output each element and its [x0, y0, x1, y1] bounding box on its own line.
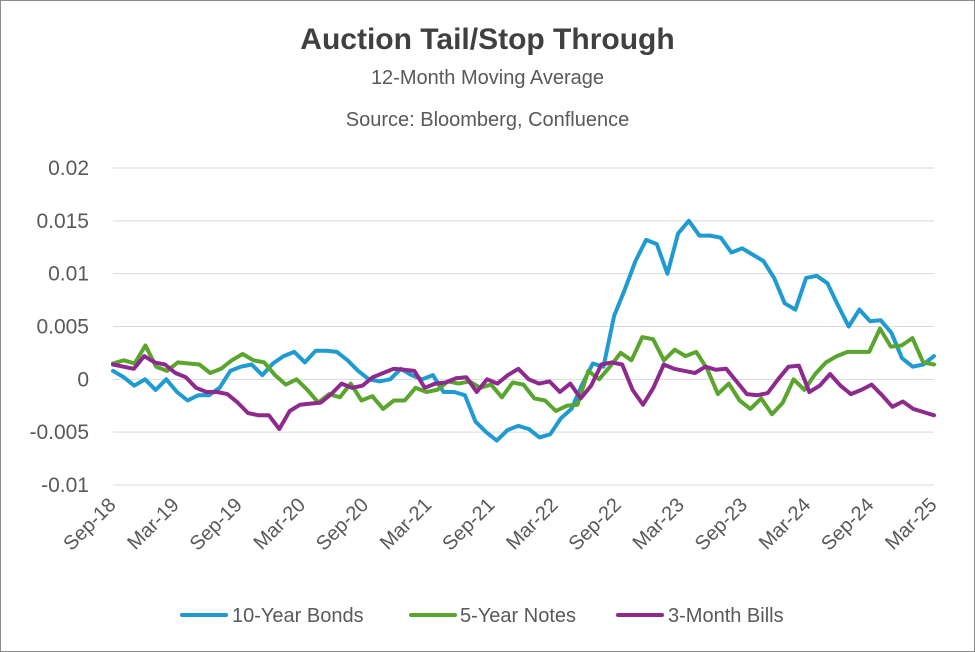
x-tick-label: Sep-20: [312, 494, 373, 555]
y-axis-ticks: 0.02 0.015 0.01 0.005 0 -0.005 -0.01: [29, 157, 89, 497]
x-tick-label: Sep-24: [817, 494, 878, 555]
x-tick-label: Sep-19: [186, 494, 247, 555]
chart-source: Source: Bloomberg, Confluence: [345, 109, 630, 131]
series-line: [111, 354, 936, 431]
x-tick-label: Sep-21: [438, 494, 499, 555]
x-tick-label: Mar-25: [881, 494, 941, 554]
y-tick-label: 0.005: [36, 316, 89, 339]
legend-label: 3-Month Bills: [668, 605, 784, 627]
y-tick-label: 0.01: [48, 263, 89, 286]
y-tick-label: 0.02: [48, 157, 89, 180]
series-line: [111, 218, 936, 443]
y-tick-label: -0.01: [41, 474, 89, 497]
x-tick-label: Sep-18: [59, 494, 120, 555]
y-tick-label: 0: [77, 368, 89, 391]
legend-label: 10-Year Bonds: [232, 605, 364, 627]
chart-title: Auction Tail/Stop Through: [300, 23, 675, 56]
x-tick-label: Mar-21: [376, 494, 436, 554]
y-tick-label: 0.015: [36, 210, 89, 233]
x-tick-label: Mar-19: [123, 494, 183, 554]
x-tick-label: Mar-24: [755, 494, 815, 554]
chart-subtitle: 12-Month Moving Average: [370, 67, 605, 89]
series-line: [111, 326, 936, 417]
x-tick-label: Sep-22: [565, 494, 626, 555]
x-tick-label: Mar-20: [250, 494, 310, 554]
gridlines: [113, 167, 934, 486]
x-tick-label: Sep-23: [691, 494, 752, 555]
y-tick-label: -0.005: [29, 421, 89, 444]
legend-label: 5-Year Notes: [460, 605, 576, 627]
legend: 10-Year Bonds 5-Year Notes 3-Month Bills: [180, 605, 784, 627]
x-axis-ticks: Sep-18 Mar-19 Sep-19 Mar-20 Sep-20 Mar-21 Sep-…: [59, 494, 941, 555]
series-lines: [111, 218, 936, 443]
x-tick-label: Mar-23: [629, 494, 689, 554]
x-tick-label: Mar-22: [502, 494, 562, 554]
